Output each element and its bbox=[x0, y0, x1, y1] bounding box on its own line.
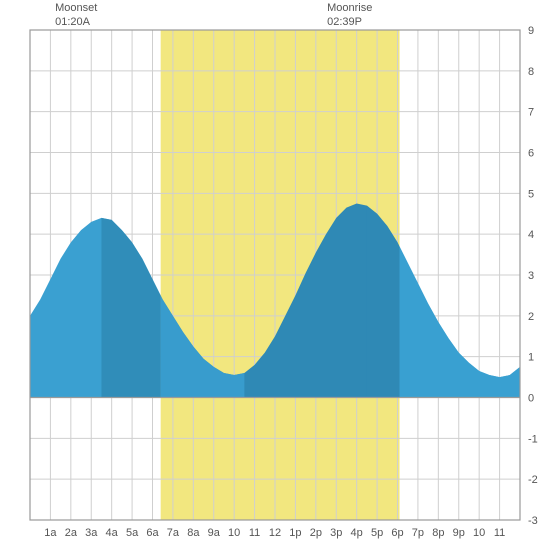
svg-text:1p: 1p bbox=[289, 527, 301, 539]
moonset-title: Moonset bbox=[55, 2, 97, 16]
x-axis-labels: 1a 2a 3a 4a 5a 6a 7a 8a 9a 10 11 12 1p 2p 3p 4p 5p 6p 7p 8p… bbox=[44, 527, 505, 539]
svg-text:9p: 9p bbox=[453, 527, 465, 539]
svg-text:4p: 4p bbox=[351, 527, 363, 539]
svg-text:3: 3 bbox=[528, 270, 534, 282]
svg-text:11: 11 bbox=[249, 527, 260, 539]
svg-text:9: 9 bbox=[528, 25, 534, 37]
svg-text:6a: 6a bbox=[146, 527, 159, 539]
svg-text:3a: 3a bbox=[85, 527, 98, 539]
svg-text:-2: -2 bbox=[528, 474, 538, 486]
svg-text:-3: -3 bbox=[528, 515, 538, 527]
svg-text:4a: 4a bbox=[106, 527, 119, 539]
moonset-time: 01:20A bbox=[55, 16, 97, 30]
svg-text:7a: 7a bbox=[167, 527, 180, 539]
svg-text:7p: 7p bbox=[412, 527, 424, 539]
svg-text:12: 12 bbox=[269, 527, 281, 539]
svg-text:9a: 9a bbox=[208, 527, 221, 539]
svg-text:6: 6 bbox=[528, 148, 534, 160]
moonset-annotation: Moonset 01:20A bbox=[55, 2, 97, 30]
moonrise-time: 02:39P bbox=[327, 16, 372, 30]
svg-text:10: 10 bbox=[473, 527, 485, 539]
svg-text:-1: -1 bbox=[528, 433, 538, 445]
moonrise-annotation: Moonrise 02:39P bbox=[327, 2, 372, 30]
tide-chart: Moonset 01:20A Moonrise 02:39P -3-2-1012… bbox=[0, 0, 550, 550]
svg-text:2p: 2p bbox=[310, 527, 322, 539]
svg-text:4: 4 bbox=[528, 229, 534, 241]
svg-text:7: 7 bbox=[528, 107, 534, 119]
svg-text:5a: 5a bbox=[126, 527, 139, 539]
svg-text:1: 1 bbox=[528, 352, 534, 364]
svg-text:6p: 6p bbox=[391, 527, 403, 539]
moonrise-title: Moonrise bbox=[327, 2, 372, 16]
svg-text:0: 0 bbox=[528, 393, 534, 405]
svg-text:8a: 8a bbox=[187, 527, 200, 539]
svg-text:2a: 2a bbox=[65, 527, 78, 539]
svg-text:10: 10 bbox=[228, 527, 240, 539]
svg-text:8p: 8p bbox=[432, 527, 444, 539]
svg-text:5p: 5p bbox=[371, 527, 383, 539]
svg-text:11: 11 bbox=[494, 527, 505, 539]
chart-svg: -3-2-101234567891a2a3a4a5a6a7a8a9a101112… bbox=[0, 0, 550, 550]
svg-text:5: 5 bbox=[528, 188, 534, 200]
svg-text:2: 2 bbox=[528, 311, 534, 323]
svg-text:8: 8 bbox=[528, 66, 534, 78]
svg-text:1a: 1a bbox=[44, 527, 57, 539]
svg-text:3p: 3p bbox=[330, 527, 342, 539]
